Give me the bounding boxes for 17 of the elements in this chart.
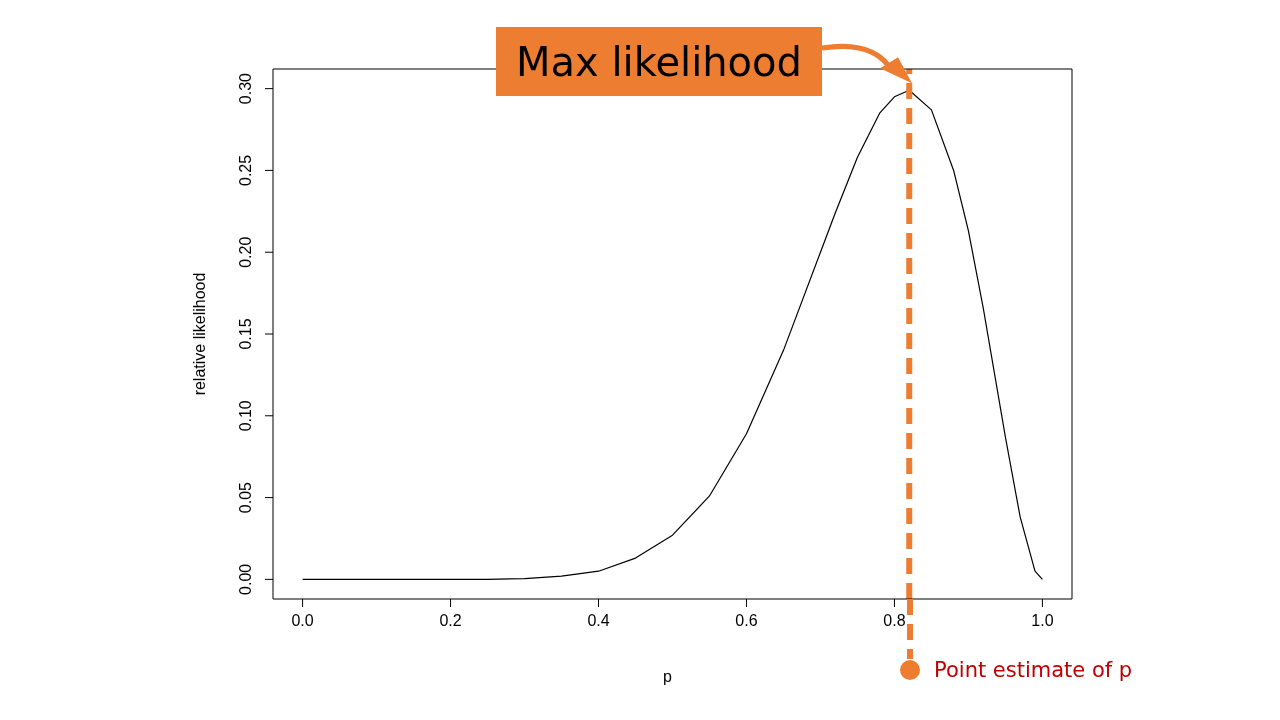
x-tick-label: 0.8 — [883, 612, 906, 630]
x-tick-label: 0.2 — [439, 612, 462, 630]
x-tick-label: 0.6 — [735, 612, 758, 630]
y-tick-label: 0.30 — [237, 72, 254, 105]
y-tick-label: 0.05 — [237, 481, 254, 514]
y-tick-label: 0.20 — [237, 236, 254, 268]
y-tick-label: 0.25 — [237, 154, 254, 186]
x-axis-title: p — [663, 668, 672, 686]
y-tick-label: 0.15 — [237, 318, 254, 350]
x-tick-label: 1.0 — [1031, 612, 1054, 630]
y-axis-title: relative likelihood — [191, 272, 209, 395]
x-tick-label: 0.0 — [291, 612, 314, 630]
legend-label: Point estimate of p — [934, 658, 1133, 682]
y-tick-label: 0.10 — [237, 400, 254, 432]
y-tick-label: 0.00 — [237, 563, 254, 595]
annotation: Max likelihood — [496, 27, 822, 96]
x-tick-label: 0.4 — [587, 612, 610, 630]
